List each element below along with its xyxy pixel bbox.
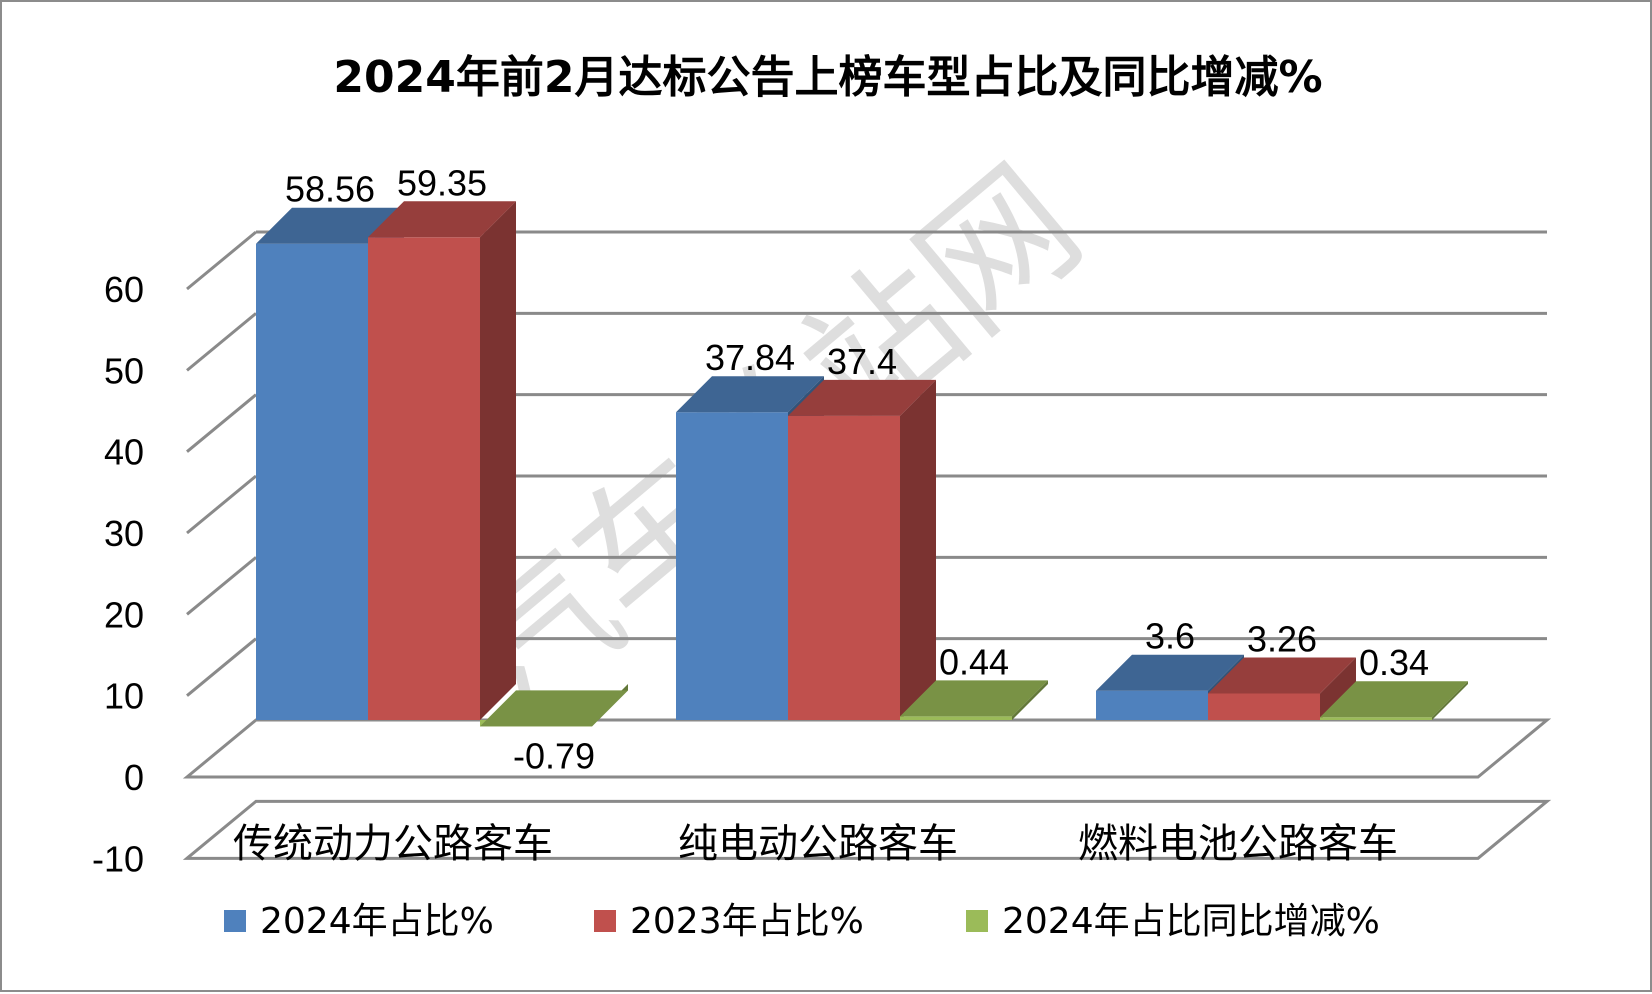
gridline-side [186, 556, 257, 616]
data-label: 37.4 [827, 341, 897, 382]
bar-top [788, 379, 936, 416]
data-label: 58.56 [285, 169, 375, 210]
bar-front [1320, 717, 1432, 720]
bar-front [256, 243, 368, 721]
gridline-side [186, 637, 257, 697]
y-tick-label: 50 [104, 350, 144, 391]
gridline-side [186, 474, 257, 535]
zero-plane [182, 718, 1552, 779]
y-tick-label: 20 [104, 594, 144, 635]
plot-area: -10 0 10 20 30 40 50 60 58.56 59.35 -0.79 37.84 37.4… [92, 162, 1552, 879]
chart-title: 2024年前2月达标公告上榜车型占比及同比增减% [333, 52, 1322, 103]
legend-label: 2023年占比% [630, 901, 864, 942]
legend-label: 2024年占比同比增减% [1002, 901, 1380, 942]
data-label: 3.26 [1247, 618, 1317, 659]
data-label: 59.35 [397, 162, 487, 203]
bar-front [368, 237, 480, 720]
y-tick-label: 10 [104, 676, 144, 717]
x-category-label: 燃料电池公路客车 [1078, 821, 1398, 867]
legend-swatch [594, 910, 616, 932]
bar-top [480, 690, 628, 727]
gridline-side [186, 393, 257, 453]
bar-front [1096, 690, 1208, 720]
data-label: 37.84 [705, 337, 795, 378]
bar-front [1208, 693, 1320, 720]
y-tick-label: 40 [104, 432, 144, 473]
bar-front [676, 412, 788, 720]
gridline-side [186, 312, 257, 372]
legend-label: 2024年占比% [260, 901, 494, 942]
bar-side [900, 379, 936, 720]
bar-top [1320, 681, 1468, 718]
x-category-label: 纯电动公路客车 [678, 821, 958, 867]
y-tick-label: 60 [104, 269, 144, 310]
x-category-label: 传统动力公路客车 [233, 821, 553, 867]
data-label: 0.44 [939, 641, 1009, 682]
bar-top [1208, 657, 1356, 694]
bar-side [1012, 680, 1048, 720]
legend-swatch [224, 910, 246, 932]
gridline-side [186, 230, 257, 291]
legend: 2024年占比% 2023年占比% 2024年占比同比增减% [224, 901, 1380, 942]
bar-top [1096, 654, 1244, 691]
floor-plane [182, 799, 1552, 860]
y-tick-label: 0 [124, 757, 144, 798]
data-label: 0.34 [1359, 642, 1429, 683]
bar-top [256, 207, 404, 244]
bar-side [1320, 657, 1356, 720]
y-tick-label: -10 [92, 838, 144, 879]
bar-side [1432, 681, 1468, 720]
data-label: 3.6 [1145, 616, 1195, 657]
legend-swatch [966, 910, 988, 932]
bar-top [676, 376, 824, 413]
y-tick-label: 30 [104, 513, 144, 554]
bar-top [900, 680, 1048, 717]
data-label: -0.79 [513, 735, 595, 776]
bar-side [480, 201, 516, 720]
bar-top [368, 201, 516, 238]
bar-front [788, 415, 900, 720]
bar-front [900, 716, 1012, 720]
